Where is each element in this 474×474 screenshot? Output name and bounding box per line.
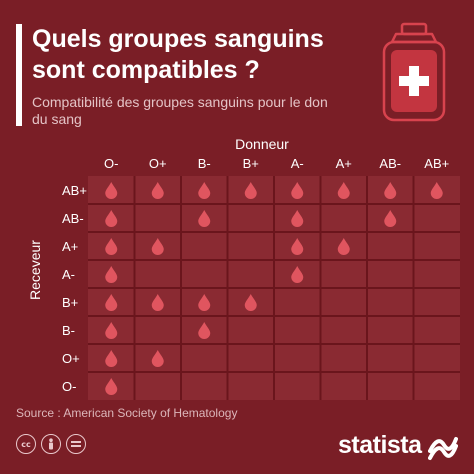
chart-title: Quels groupes sanguins sont compatibles … — [32, 25, 324, 84]
blood-bag-icon — [382, 22, 446, 122]
column-header: O+ — [149, 156, 167, 171]
source-note: Source : American Society of Hematology — [16, 406, 238, 420]
blood-drop-icon — [105, 294, 118, 311]
column-header: O- — [104, 156, 118, 171]
blood-drop-icon — [105, 182, 118, 199]
labels-layer: O- O+ B- B+ A- A+ AB- AB+ AB+ AB- A+ A- B+ B- O+ O- — [62, 156, 449, 394]
row-header: O+ — [62, 351, 80, 366]
column-header: A- — [291, 156, 304, 171]
row-header: A+ — [62, 239, 78, 254]
blood-drop-icon — [337, 182, 350, 199]
blood-drop-icon — [151, 294, 164, 311]
blood-drop-icon — [105, 238, 118, 255]
row-header: AB+ — [62, 183, 87, 198]
blood-drop-icon — [198, 322, 211, 339]
blood-drop-icon — [198, 294, 211, 311]
blood-drop-icon — [244, 294, 257, 311]
blood-drop-icon — [151, 238, 164, 255]
blood-drop-icon — [105, 322, 118, 339]
drops-layer — [105, 182, 443, 395]
grid-layer — [88, 176, 460, 400]
license-icons: cc — [16, 434, 86, 454]
column-header: AB- — [379, 156, 401, 171]
title-accent-bar — [16, 24, 22, 126]
row-header: AB- — [62, 211, 84, 226]
chart-subtitle: Compatibilité des groupes sanguins pour … — [32, 94, 328, 127]
brand-logo-text[interactable]: statista — [338, 431, 422, 459]
blood-drop-icon — [291, 182, 304, 199]
row-header: B- — [62, 323, 75, 338]
blood-drop-icon — [198, 210, 211, 228]
x-axis-label: Donneur — [235, 136, 289, 152]
row-header: O- — [62, 379, 76, 394]
blood-drop-icon — [430, 182, 443, 199]
creative-commons-icon: cc — [16, 434, 36, 454]
row-header: A- — [62, 267, 75, 282]
no-derivatives-icon — [66, 434, 86, 454]
blood-drop-icon — [198, 182, 211, 199]
blood-drop-icon — [105, 266, 118, 283]
column-header: A+ — [336, 156, 352, 171]
column-header: AB+ — [424, 156, 449, 171]
row-header: B+ — [62, 295, 78, 310]
blood-drop-icon — [151, 350, 164, 367]
blood-drop-icon — [105, 350, 118, 367]
blood-drop-icon — [291, 210, 304, 228]
blood-drop-icon — [105, 210, 118, 228]
column-header: B- — [198, 156, 211, 171]
blood-drop-icon — [291, 238, 304, 255]
column-header: B+ — [243, 156, 259, 171]
blood-drop-icon — [291, 266, 304, 283]
blood-drop-icon — [105, 378, 118, 395]
blood-drop-icon — [244, 182, 257, 199]
blood-drop-icon — [384, 210, 397, 228]
blood-drop-icon — [151, 182, 164, 199]
blood-drop-icon — [337, 238, 350, 255]
attribution-icon — [41, 434, 61, 454]
statista-logo-icon[interactable] — [428, 431, 458, 461]
blood-drop-icon — [384, 182, 397, 199]
